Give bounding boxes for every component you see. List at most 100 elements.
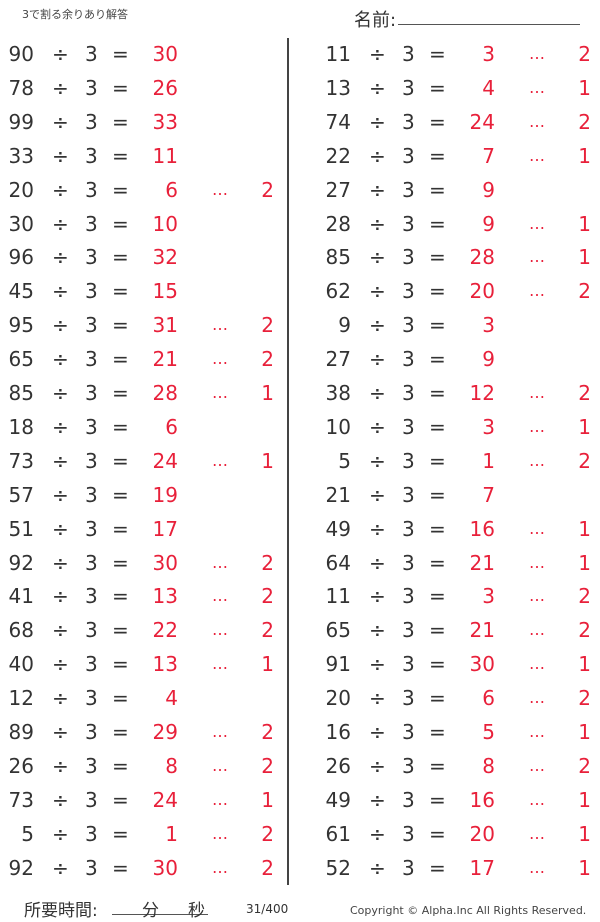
remainder-separator: … xyxy=(529,722,545,741)
remainder-separator: … xyxy=(212,315,228,335)
dividend: 65 xyxy=(8,347,34,372)
equals-sign: = xyxy=(112,720,129,744)
equals-sign: = xyxy=(429,686,446,711)
equals-sign: = xyxy=(429,75,446,100)
remainder: 1 xyxy=(261,448,274,473)
dividend: 99 xyxy=(8,109,34,134)
divide-sign: ÷ xyxy=(52,753,69,778)
divisor: 3 xyxy=(85,584,98,609)
divide-sign: ÷ xyxy=(369,550,386,575)
dividend: 10 xyxy=(325,414,351,439)
quotient: 4 xyxy=(165,686,178,711)
remainder-separator: … xyxy=(212,586,228,606)
remainder-separator: … xyxy=(212,823,228,843)
divisor: 3 xyxy=(85,618,98,643)
dividend: 38 xyxy=(325,381,351,405)
equals-sign: = xyxy=(112,448,129,473)
divisor: 3 xyxy=(402,448,415,473)
remainder-separator: … xyxy=(529,44,545,63)
quotient: 16 xyxy=(469,787,495,812)
quotient: 24 xyxy=(152,448,178,473)
remainder: 2 xyxy=(578,618,591,643)
dividend: 33 xyxy=(8,143,34,168)
time-label: 所要時間: xyxy=(24,901,98,921)
seconds-label: 秒 xyxy=(188,901,205,921)
dividend: 26 xyxy=(8,753,34,778)
divide-sign: ÷ xyxy=(369,448,386,473)
divide-sign: ÷ xyxy=(369,75,386,100)
equals-sign: = xyxy=(429,313,446,338)
divisor: 3 xyxy=(402,313,415,338)
equals-sign: = xyxy=(429,42,446,66)
equals-sign: = xyxy=(429,618,446,643)
divide-sign: ÷ xyxy=(369,787,386,812)
dividend: 85 xyxy=(325,245,351,270)
equals-sign: = xyxy=(112,347,129,372)
divide-sign: ÷ xyxy=(52,313,69,338)
divide-sign: ÷ xyxy=(52,855,69,880)
remainder: 1 xyxy=(261,787,274,812)
remainder: 1 xyxy=(578,245,591,270)
divisor: 3 xyxy=(402,821,415,846)
remainder: 2 xyxy=(261,618,274,643)
equals-sign: = xyxy=(429,414,446,439)
remainder-separator: … xyxy=(529,518,545,538)
remainder-separator: … xyxy=(212,552,228,572)
minutes-label: 分 xyxy=(142,901,159,921)
divisor: 3 xyxy=(85,516,98,541)
quotient: 24 xyxy=(152,787,178,812)
dividend: 49 xyxy=(325,787,351,812)
dividend: 11 xyxy=(325,42,351,66)
dividend: 61 xyxy=(325,821,351,846)
equals-sign: = xyxy=(429,720,446,744)
quotient: 13 xyxy=(152,652,178,677)
dividend: 28 xyxy=(325,211,351,236)
remainder-separator: … xyxy=(529,823,545,843)
quotient: 11 xyxy=(152,143,178,168)
equals-sign: = xyxy=(429,787,446,812)
divisor: 3 xyxy=(402,177,415,202)
divide-sign: ÷ xyxy=(52,618,69,643)
quotient: 3 xyxy=(482,414,495,439)
dividend: 85 xyxy=(8,381,34,405)
equals-sign: = xyxy=(429,279,446,304)
equals-sign: = xyxy=(112,821,129,846)
divide-sign: ÷ xyxy=(52,42,69,66)
remainder: 1 xyxy=(578,414,591,439)
remainder-separator: … xyxy=(212,654,228,674)
quotient: 6 xyxy=(165,177,178,202)
divide-sign: ÷ xyxy=(369,143,386,168)
quotient: 28 xyxy=(152,381,178,405)
divisor: 3 xyxy=(402,516,415,541)
column-divider xyxy=(287,38,289,885)
divisor: 3 xyxy=(402,652,415,677)
remainder-separator: … xyxy=(212,349,228,369)
dividend: 73 xyxy=(8,787,34,812)
divide-sign: ÷ xyxy=(369,42,386,66)
remainder-separator: … xyxy=(529,247,545,267)
dividend: 73 xyxy=(8,448,34,473)
divide-sign: ÷ xyxy=(369,381,386,405)
quotient: 3 xyxy=(482,584,495,609)
equals-sign: = xyxy=(112,686,129,711)
divisor: 3 xyxy=(85,381,98,405)
divisor: 3 xyxy=(402,211,415,236)
quotient: 26 xyxy=(152,75,178,100)
divisor: 3 xyxy=(85,313,98,338)
divisor: 3 xyxy=(402,550,415,575)
divisor: 3 xyxy=(402,753,415,778)
equals-sign: = xyxy=(112,211,129,236)
remainder: 2 xyxy=(261,584,274,609)
quotient: 17 xyxy=(152,516,178,541)
quotient: 30 xyxy=(152,42,178,66)
divide-sign: ÷ xyxy=(369,279,386,304)
divide-sign: ÷ xyxy=(52,347,69,372)
dividend: 91 xyxy=(325,652,351,677)
remainder-separator: … xyxy=(529,281,545,301)
dividend: 18 xyxy=(8,414,34,439)
remainder-separator: … xyxy=(529,586,545,606)
divide-sign: ÷ xyxy=(52,787,69,812)
divide-sign: ÷ xyxy=(52,279,69,304)
dividend: 20 xyxy=(325,686,351,711)
quotient: 20 xyxy=(469,821,495,846)
